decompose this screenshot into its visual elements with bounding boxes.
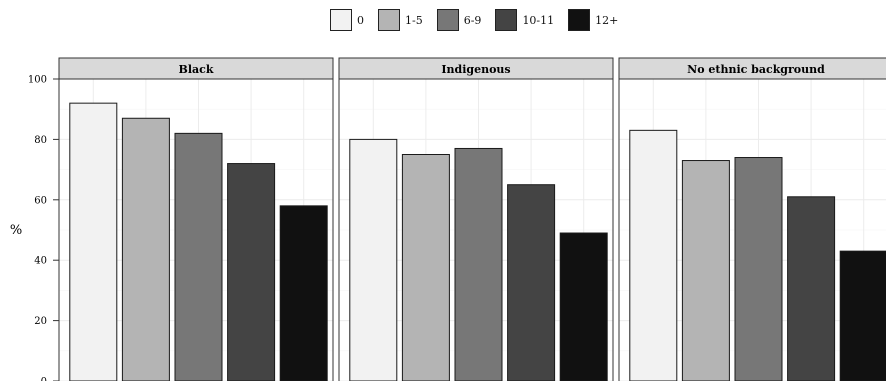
y-tick-label: 40 <box>34 256 47 267</box>
legend-item: 12+ <box>568 9 618 31</box>
bar <box>174 132 223 381</box>
legend-label: 12+ <box>595 13 619 27</box>
y-axis-title: % <box>10 223 22 238</box>
bar <box>69 102 118 381</box>
legend-swatch <box>436 9 459 31</box>
facet-panel: Indigenous <box>338 57 614 381</box>
bar <box>401 154 450 381</box>
bar <box>349 138 398 381</box>
bar <box>734 157 783 381</box>
bar <box>507 184 556 381</box>
bar <box>227 163 276 381</box>
facet-title: Black <box>179 63 214 76</box>
legend-item: 0 <box>330 9 364 31</box>
legend-swatch <box>378 9 400 31</box>
bar <box>681 160 730 381</box>
facet-title: Indigenous <box>441 63 510 76</box>
bar <box>629 129 678 381</box>
legend-label: 1-5 <box>405 13 423 27</box>
legend: 0 1-5 6-9 10-11 12+ <box>330 9 632 31</box>
legend-item: 6-9 <box>436 9 482 31</box>
legend-item: 1-5 <box>378 9 423 31</box>
bar <box>454 147 503 381</box>
legend-label: 0 <box>357 13 364 27</box>
y-tick-label: 60 <box>34 195 47 206</box>
bar <box>279 205 328 381</box>
legend-swatch <box>495 9 518 31</box>
panel-border <box>58 78 334 381</box>
panel-border <box>618 78 886 381</box>
legend-label: 6-9 <box>463 13 482 27</box>
panel-border <box>338 78 614 381</box>
bar <box>787 196 836 381</box>
bar <box>559 232 608 381</box>
y-tick-label: 80 <box>34 135 47 146</box>
legend-label: 10-11 <box>522 13 555 27</box>
y-tick-label: 20 <box>34 316 47 327</box>
y-tick-label: 100 <box>28 75 47 86</box>
bar <box>839 250 886 381</box>
bar <box>121 117 170 381</box>
legend-swatch <box>568 9 591 31</box>
facet-panel: No ethnic background <box>618 57 886 381</box>
facet-panel: Black <box>58 57 334 381</box>
facet-title: No ethnic background <box>687 63 825 76</box>
legend-item: 10-11 <box>495 9 554 31</box>
legend-swatch <box>330 9 352 31</box>
y-tick-label: 0 <box>41 377 47 381</box>
